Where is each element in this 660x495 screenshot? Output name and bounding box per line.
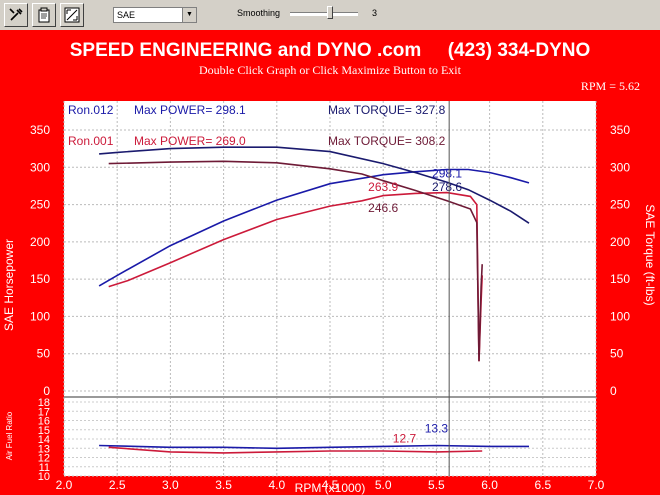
afr-tick-label: 12 [38,453,50,465]
y-tick-label-right: 100 [610,309,630,323]
toolbar: SAE ▼ Smoothing 3 [0,0,660,31]
y-tick-label-left: 150 [30,272,50,286]
y-tick-label-right: 0 [610,384,617,398]
grid [63,101,597,477]
y-tick-label-right: 350 [610,123,630,137]
afr-tick-label: 14 [38,434,50,446]
x-tick-label: 7.0 [588,478,605,492]
run1-max-torque: Max TORQUE= 327.8 [328,103,446,117]
afr-axis-label: Air Fuel Ratio [5,411,14,460]
afr-tick-label: 15 [38,425,50,437]
y-tick-label-right: 150 [610,272,630,286]
y-tick-label-left: 0 [43,384,50,398]
afr-tick-label: 11 [39,462,50,474]
run2-name: Ron.001 [68,134,114,148]
x-tick-label: 2.5 [109,478,126,492]
mode-select-value: SAE [117,10,136,20]
y-tick-label-right: 250 [610,198,630,212]
series-lines [98,146,530,454]
smoothing-label: Smoothing [237,8,281,18]
data-label: 298.1 [432,167,462,181]
x-tick-label: 3.0 [162,478,179,492]
series-line-ron-012-afr [99,444,529,450]
maximize-button[interactable] [60,3,84,27]
y-tick-label-left: 50 [37,347,51,361]
run2-max-power: Max POWER= 269.0 [134,134,246,148]
y-tick-label-right: 200 [610,235,630,249]
afr-data-label: 13.3 [425,422,449,436]
data-label: 278.6 [432,180,462,194]
x-tick-label: 5.5 [428,478,445,492]
series-line-ron-012-power [98,168,530,287]
data-label: 263.9 [368,180,398,194]
run1-name: Ron.012 [68,103,114,117]
smoothing-slider-track[interactable] [290,12,358,16]
x-tick-label: 6.5 [534,478,551,492]
x-tick-label: 5.0 [375,478,392,492]
x-tick-label: 4.0 [268,478,285,492]
clipboard-icon [38,7,50,23]
afr-tick-label: 17 [38,406,50,418]
run1-max-power: Max POWER= 298.1 [134,103,246,117]
y-tick-label-right: 50 [610,347,624,361]
run2-max-torque: Max TORQUE= 308.2 [328,134,446,148]
y-axis-label-left: SAE Horsepower [2,239,16,331]
chart-title: SPEED ENGINEERING and DYNO .com (423) 33… [70,40,591,61]
series-line-ron-001-torque [108,160,483,362]
chart-subtitle: Double Click Graph or Click Maximize But… [199,63,462,77]
y-tick-label-left: 350 [30,123,50,137]
afr-data-label: 12.7 [393,432,417,446]
y-tick-label-right: 300 [610,160,630,174]
x-tick-label: 6.0 [481,478,498,492]
run-legend: Ron.012 Max POWER= 298.1 Max TORQUE= 327… [68,103,446,148]
y-tick-label-left: 100 [30,309,50,323]
cursor-readout: RPM = 5.62 [581,79,640,93]
y-tick-label-left: 300 [30,160,50,174]
dyno-chart[interactable]: SPEED ENGINEERING and DYNO .com (423) 33… [0,30,660,495]
maximize-icon [64,7,80,23]
clipboard-button[interactable] [32,3,56,27]
tick-labels: 2.0 2.5 3.0 3.5 4.0 4.5 5.0 5.5 6.0 6.5 7.0 0 0 50 50 1… [30,123,630,492]
afr-tick-label: 18 [38,397,50,409]
x-axis-label: RPM (x1000) [295,481,366,495]
y-tick-label-left: 250 [30,198,50,212]
tools-button[interactable] [4,3,28,27]
afr-tick-label: 10 [38,471,50,483]
data-label: 246.6 [368,201,398,215]
x-tick-label: 4.5 [322,478,339,492]
x-tick-label: 3.5 [215,478,232,492]
smoothing-value: 3 [372,8,378,18]
x-tick-label: 2.0 [56,478,73,492]
smoothing-slider-thumb[interactable] [327,6,333,19]
afr-tick-label: 13 [38,443,50,455]
tools-icon [9,8,23,21]
y-axis-label-right: SAE Torque (ft-lbs) [643,204,657,305]
y-tick-label-left: 200 [30,235,50,249]
series-line-ron-001-afr [108,446,483,454]
mode-select[interactable]: SAE ▼ [113,7,197,23]
series-line-ron-012-torque [99,146,530,224]
chevron-down-icon[interactable]: ▼ [182,8,196,22]
afr-tick-label: 16 [38,416,50,428]
